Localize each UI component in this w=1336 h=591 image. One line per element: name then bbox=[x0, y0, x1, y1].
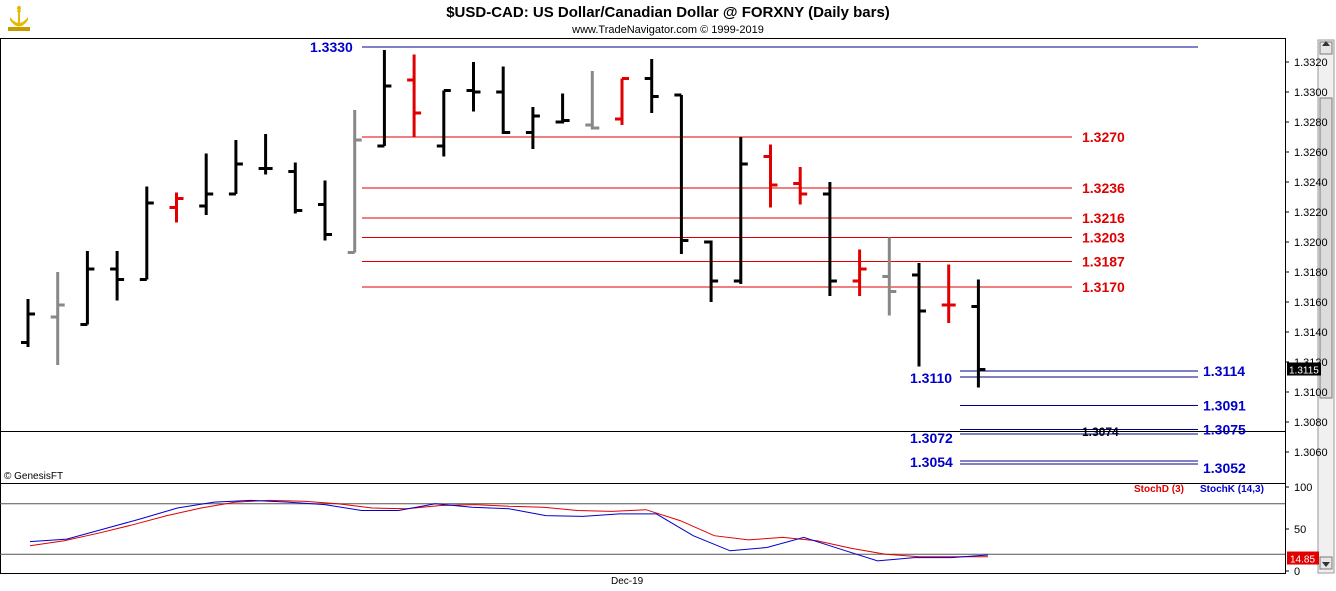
level-label: 1.3236 bbox=[1082, 180, 1125, 196]
level-label: 1.3110 bbox=[910, 370, 952, 386]
price-y-tick-label: 1.3160 bbox=[1294, 297, 1328, 309]
price-y-tick-label: 1.3200 bbox=[1294, 237, 1328, 249]
scrollbar-thumb bbox=[1319, 97, 1333, 399]
price-y-tick-label: 1.3240 bbox=[1294, 177, 1328, 189]
chevron-down-icon bbox=[1322, 562, 1330, 567]
level-label: 1.3270 bbox=[1082, 129, 1125, 145]
price-y-tick-label: 1.3140 bbox=[1294, 327, 1328, 339]
level-label: 1.3187 bbox=[1082, 254, 1125, 270]
stoch-series-line bbox=[29, 499, 989, 562]
stoch-series-line bbox=[29, 499, 988, 558]
level-label: 1.3203 bbox=[1082, 230, 1125, 246]
last-price-box bbox=[1287, 362, 1321, 376]
level-label: 1.3091 bbox=[1203, 398, 1246, 414]
price-y-tick-label: 1.3100 bbox=[1294, 387, 1328, 399]
stoch-last-value-box bbox=[1287, 551, 1319, 565]
price-y-tick-label: 1.3220 bbox=[1294, 207, 1328, 219]
level-label: 1.3075 bbox=[1203, 422, 1246, 438]
level-label: 1.3170 bbox=[1082, 279, 1125, 295]
level-label: 1.3216 bbox=[1082, 210, 1125, 226]
level-label: 1.3330 bbox=[310, 39, 353, 55]
stoch-y-tick-label: 50 bbox=[1294, 524, 1306, 536]
genesis-logo-icon bbox=[4, 3, 34, 35]
level-label: 1.3072 bbox=[910, 430, 953, 446]
price-y-tick-label: 1.3060 bbox=[1294, 447, 1328, 459]
stoch-y-tick-label: 100 bbox=[1294, 482, 1312, 494]
chart-title: $USD-CAD: US Dollar/Canadian Dollar @ FO… bbox=[446, 4, 890, 21]
level-label: 1.3074 bbox=[1082, 425, 1119, 439]
x-tick-label: Dec-19 bbox=[611, 576, 644, 587]
stoch-legend-d: StochD (3) bbox=[1134, 484, 1184, 495]
level-label: 1.3114 bbox=[1203, 363, 1245, 379]
price-y-tick-label: 1.3260 bbox=[1294, 147, 1328, 159]
level-label: 1.3052 bbox=[1203, 460, 1246, 476]
price-y-tick-label: 1.3320 bbox=[1294, 57, 1328, 69]
level-label: 1.3054 bbox=[910, 454, 953, 470]
stoch-y-tick-label: 0 bbox=[1294, 566, 1300, 578]
chevron-up-icon bbox=[1322, 41, 1330, 46]
price-y-tick-label: 1.3080 bbox=[1294, 417, 1328, 429]
price-y-tick-label: 1.3180 bbox=[1294, 267, 1328, 279]
price-y-tick-label: 1.3280 bbox=[1294, 117, 1328, 129]
stoch-legend-k: StochK (14,3) bbox=[1200, 484, 1264, 495]
stoch-panel-frame bbox=[0, 483, 1286, 574]
chart-subtitle: www.TradeNavigator.com © 1999-2019 bbox=[572, 24, 764, 36]
last-price-label: 1.3115 bbox=[1289, 366, 1319, 377]
chart-header: $USD-CAD: US Dollar/Canadian Dollar @ FO… bbox=[0, 0, 1336, 38]
watermark-label: © GenesisFT bbox=[4, 471, 63, 482]
price-y-tick-label: 1.3300 bbox=[1294, 87, 1328, 99]
stoch-last-value-label: 14.85 bbox=[1290, 555, 1315, 566]
